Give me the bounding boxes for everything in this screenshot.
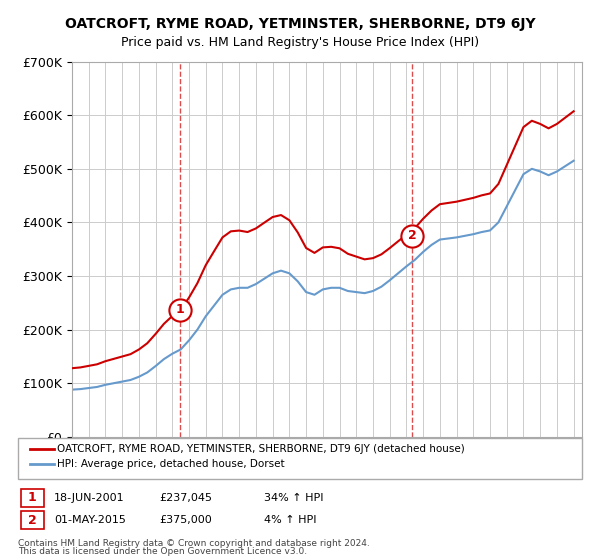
Text: HPI: Average price, detached house, Dorset: HPI: Average price, detached house, Dors… <box>57 459 284 469</box>
Text: 1: 1 <box>28 491 37 505</box>
Text: 2: 2 <box>407 229 416 242</box>
Text: OATCROFT, RYME ROAD, YETMINSTER, SHERBORNE, DT9 6JY (detached house): OATCROFT, RYME ROAD, YETMINSTER, SHERBOR… <box>57 444 465 454</box>
Text: Price paid vs. HM Land Registry's House Price Index (HPI): Price paid vs. HM Land Registry's House … <box>121 36 479 49</box>
Text: £375,000: £375,000 <box>159 515 212 525</box>
Text: 4% ↑ HPI: 4% ↑ HPI <box>264 515 317 525</box>
Text: Contains HM Land Registry data © Crown copyright and database right 2024.: Contains HM Land Registry data © Crown c… <box>18 539 370 548</box>
Text: This data is licensed under the Open Government Licence v3.0.: This data is licensed under the Open Gov… <box>18 547 307 556</box>
Text: 18-JUN-2001: 18-JUN-2001 <box>54 493 125 503</box>
Text: 1: 1 <box>176 304 184 316</box>
Text: 34% ↑ HPI: 34% ↑ HPI <box>264 493 323 503</box>
Text: 2: 2 <box>28 514 37 527</box>
Text: 01-MAY-2015: 01-MAY-2015 <box>54 515 126 525</box>
Text: OATCROFT, RYME ROAD, YETMINSTER, SHERBORNE, DT9 6JY: OATCROFT, RYME ROAD, YETMINSTER, SHERBOR… <box>65 17 535 31</box>
Text: £237,045: £237,045 <box>159 493 212 503</box>
